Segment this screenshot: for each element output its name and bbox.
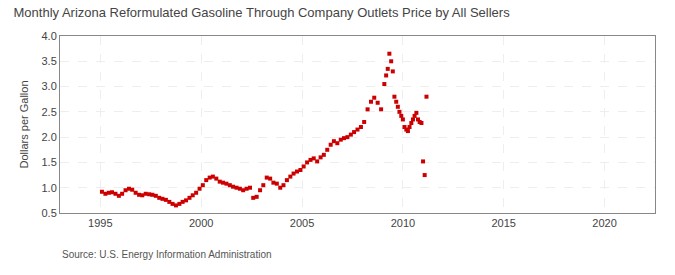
svg-text:2015: 2015 <box>491 217 515 229</box>
svg-text:1.5: 1.5 <box>42 156 57 168</box>
svg-text:3.0: 3.0 <box>42 80 57 92</box>
svg-text:Source: U.S. Energy Informatio: Source: U.S. Energy Information Administ… <box>62 249 272 260</box>
svg-text:2010: 2010 <box>391 217 415 229</box>
svg-text:2005: 2005 <box>290 217 314 229</box>
svg-text:2.5: 2.5 <box>42 106 57 118</box>
svg-text:Dollars per Gallon: Dollars per Gallon <box>18 80 30 168</box>
svg-text:0.5: 0.5 <box>42 207 57 219</box>
svg-text:2.0: 2.0 <box>42 131 57 143</box>
svg-text:2020: 2020 <box>592 217 616 229</box>
svg-text:1.0: 1.0 <box>42 182 57 194</box>
svg-text:2000: 2000 <box>189 217 213 229</box>
svg-text:3.5: 3.5 <box>42 55 57 67</box>
svg-text:4.0: 4.0 <box>42 30 57 42</box>
svg-text:Monthly Arizona Reformulated G: Monthly Arizona Reformulated Gasoline Th… <box>14 5 511 20</box>
svg-text:1995: 1995 <box>88 217 112 229</box>
